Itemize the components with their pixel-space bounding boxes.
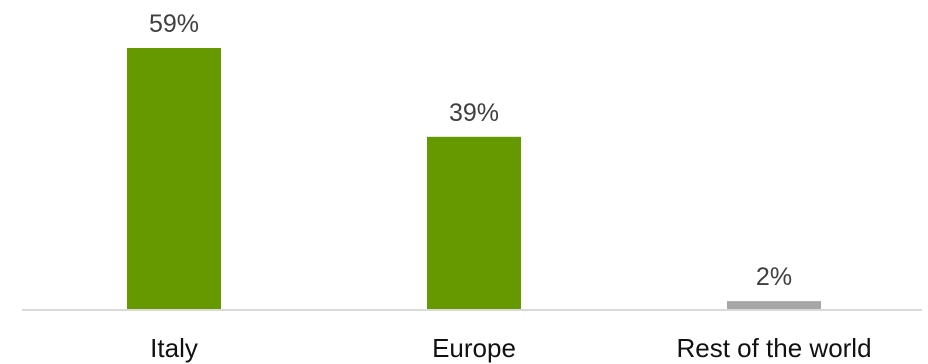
x-tick-label-italy: Italy [150,333,198,363]
data-label-europe: 39% [449,99,499,127]
bars-layer [127,48,821,310]
bar-europe [427,136,521,310]
bar-rest-of-the-world [727,301,821,310]
labels-layer: 59% Italy 39% Europe 2% Rest of the world [149,10,872,363]
x-tick-label-europe: Europe [432,333,516,363]
x-tick-label-rest-of-the-world: Rest of the world [676,333,871,363]
data-label-italy: 59% [149,10,199,38]
data-label-rest-of-the-world: 2% [756,263,792,291]
bar-italy [127,48,221,310]
